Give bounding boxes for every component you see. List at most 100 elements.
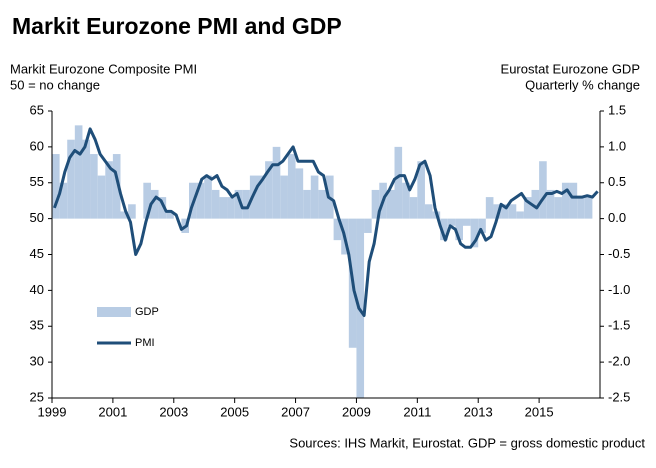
bar	[150, 189, 159, 219]
bar	[584, 197, 593, 219]
bar	[143, 182, 151, 219]
y2-axis-label: Eurostat Eurozone GDP	[501, 61, 640, 76]
bar	[470, 218, 479, 248]
bar	[280, 175, 288, 219]
bar	[386, 189, 395, 219]
bar	[554, 197, 562, 219]
bar	[569, 182, 578, 219]
chart-title: Markit Eurozone PMI and GDP	[12, 13, 342, 39]
bar	[356, 218, 365, 398]
y-tick-label: 40	[30, 282, 44, 297]
bar	[577, 197, 585, 219]
y-tick-label: 25	[30, 389, 44, 404]
y2-tick-label: 1.5	[608, 102, 626, 117]
bar	[158, 197, 167, 219]
bar	[257, 175, 266, 219]
bar	[265, 161, 273, 219]
y2-tick-label: -1.0	[608, 282, 630, 297]
y2-tick-label: 0.0	[608, 210, 626, 225]
bar	[272, 146, 281, 219]
bar	[90, 154, 98, 219]
bar	[516, 211, 524, 219]
y2-tick-label: -0.5	[608, 246, 630, 261]
bar	[166, 211, 174, 219]
bar	[561, 182, 570, 219]
bar	[318, 189, 326, 219]
bar	[478, 218, 486, 233]
x-tick-label: 2009	[342, 404, 371, 419]
bar	[67, 139, 75, 219]
y-tick-label: 60	[30, 138, 44, 153]
bar	[287, 154, 296, 219]
y-tick-label: 30	[30, 354, 44, 369]
y2-tick-label: -2.5	[608, 389, 630, 404]
bar	[295, 168, 304, 219]
bar	[74, 125, 83, 219]
line-layer	[52, 127, 599, 317]
bar	[417, 161, 425, 219]
y2-axis-label: Quarterly % change	[525, 77, 640, 92]
bar	[539, 161, 547, 219]
bar	[59, 182, 68, 219]
bar	[234, 189, 243, 219]
y-tick-label: 35	[30, 318, 44, 333]
bar	[128, 204, 136, 219]
x-tick-label: 2007	[281, 404, 310, 419]
source-note: Sources: IHS Markit, Eurostat. GDP = gro…	[289, 435, 645, 450]
bar	[303, 189, 311, 219]
bar	[409, 197, 418, 219]
bar-layer	[52, 125, 593, 398]
bar	[242, 189, 250, 219]
bar	[546, 189, 555, 219]
y2-tick-label: 1.0	[608, 138, 626, 153]
bar	[97, 175, 106, 219]
y-tick-label: 45	[30, 246, 44, 261]
x-tick-label: 2011	[403, 404, 431, 419]
bar	[120, 211, 129, 219]
x-tick-label: 2013	[464, 404, 493, 419]
y2-tick-label: 0.5	[608, 174, 626, 189]
y-axis-label: 50 = no change	[10, 77, 100, 92]
bar	[493, 204, 502, 219]
y-tick-label: 50	[30, 210, 44, 225]
bar	[211, 189, 220, 219]
y2-tick-label: -1.5	[608, 318, 630, 333]
legend-label: PMI	[135, 337, 155, 349]
legend-swatch	[97, 307, 131, 317]
y-tick-label: 55	[30, 174, 44, 189]
x-tick-label: 2003	[159, 404, 188, 419]
bar	[196, 182, 205, 219]
bar	[523, 197, 532, 219]
bar	[424, 204, 433, 219]
bar	[455, 218, 463, 241]
bar	[485, 197, 494, 219]
bar	[204, 175, 212, 219]
bar	[219, 197, 228, 219]
bar	[105, 161, 113, 219]
bar	[531, 189, 540, 219]
bar	[310, 175, 319, 219]
bar	[333, 218, 342, 241]
x-tick-label: 2015	[525, 404, 554, 419]
bar	[112, 154, 121, 219]
bar	[52, 154, 60, 219]
bar	[364, 218, 372, 233]
bar	[82, 139, 91, 219]
axes: 25 30 35 40 45 50 55 60 65 -2.5 -2.0 -1.5 -1.0 -0.5 0.…	[30, 102, 631, 419]
y-axis-label: Markit Eurozone Composite PMI	[10, 61, 197, 76]
bar	[508, 204, 517, 219]
bar	[227, 197, 235, 219]
y2-tick-label: -2.0	[608, 354, 630, 369]
line	[52, 127, 599, 317]
bar	[402, 182, 410, 219]
bar	[447, 218, 456, 226]
bar	[371, 189, 380, 219]
bar	[501, 204, 509, 219]
bar	[440, 218, 448, 241]
x-tick-label: 2001	[98, 404, 127, 419]
bar	[394, 146, 403, 219]
x-tick-label: 2005	[220, 404, 249, 419]
legend-label: GDP	[135, 306, 159, 318]
bar	[463, 218, 471, 226]
